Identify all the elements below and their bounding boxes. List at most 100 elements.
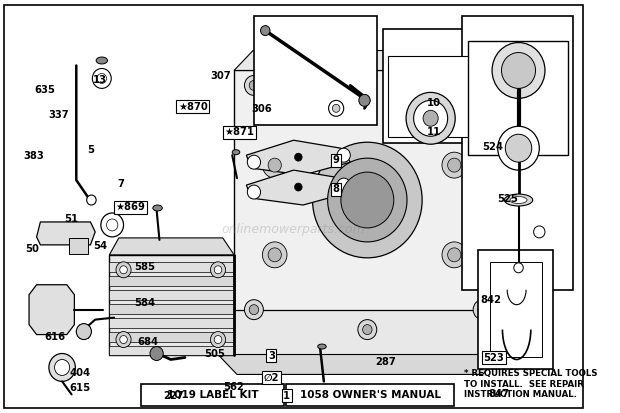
Circle shape <box>249 81 259 90</box>
Circle shape <box>448 248 461 262</box>
Text: 525: 525 <box>497 194 518 204</box>
Bar <box>478 250 554 370</box>
Ellipse shape <box>153 205 162 211</box>
Ellipse shape <box>232 150 240 155</box>
Circle shape <box>424 85 451 113</box>
Text: 5: 5 <box>87 145 94 155</box>
Text: 8: 8 <box>332 184 339 194</box>
Circle shape <box>327 158 407 242</box>
Polygon shape <box>109 318 234 328</box>
Circle shape <box>268 248 281 262</box>
Circle shape <box>337 178 350 192</box>
Text: 287: 287 <box>376 357 396 367</box>
Text: 615: 615 <box>70 382 91 393</box>
Circle shape <box>505 134 532 162</box>
Text: 404: 404 <box>70 368 91 378</box>
Circle shape <box>107 219 118 231</box>
Circle shape <box>92 69 111 88</box>
Circle shape <box>55 359 69 375</box>
Text: ★871: ★871 <box>224 127 255 138</box>
Circle shape <box>600 347 608 356</box>
Circle shape <box>498 126 539 170</box>
Circle shape <box>478 305 487 315</box>
Polygon shape <box>109 276 234 286</box>
Circle shape <box>406 93 455 144</box>
Text: ∅2: ∅2 <box>264 373 279 383</box>
Circle shape <box>262 152 287 178</box>
Polygon shape <box>109 290 234 300</box>
Circle shape <box>260 26 270 36</box>
Circle shape <box>502 52 536 88</box>
Text: 584: 584 <box>135 298 156 308</box>
Polygon shape <box>246 170 350 205</box>
Text: 9: 9 <box>332 155 339 165</box>
Circle shape <box>337 148 350 162</box>
Text: ★870: ★870 <box>178 102 208 112</box>
Circle shape <box>120 266 127 274</box>
Circle shape <box>247 155 260 169</box>
Bar <box>254 16 377 125</box>
Bar <box>141 385 284 406</box>
Circle shape <box>358 320 377 339</box>
Circle shape <box>262 242 287 268</box>
Circle shape <box>116 332 131 347</box>
Text: 54: 54 <box>93 241 107 251</box>
Ellipse shape <box>96 57 107 64</box>
Text: 585: 585 <box>135 262 155 273</box>
Text: 635: 635 <box>35 85 56 95</box>
Text: ★869: ★869 <box>116 202 146 212</box>
Circle shape <box>492 43 545 98</box>
Bar <box>462 16 574 290</box>
Circle shape <box>249 305 259 315</box>
Text: 842: 842 <box>480 294 501 304</box>
Circle shape <box>247 185 260 199</box>
Circle shape <box>507 266 530 290</box>
Circle shape <box>116 262 131 278</box>
Circle shape <box>513 272 524 284</box>
Polygon shape <box>109 255 234 354</box>
Text: 847: 847 <box>488 389 509 399</box>
Circle shape <box>442 152 466 178</box>
Circle shape <box>332 104 340 112</box>
Text: 50: 50 <box>25 244 39 254</box>
Circle shape <box>215 266 222 274</box>
Text: 1: 1 <box>283 391 290 401</box>
Circle shape <box>359 95 370 106</box>
Polygon shape <box>234 71 502 339</box>
Circle shape <box>210 332 226 347</box>
Text: 616: 616 <box>45 332 66 342</box>
Circle shape <box>363 71 372 81</box>
Ellipse shape <box>317 344 326 349</box>
Bar <box>388 55 473 137</box>
Text: 7: 7 <box>118 179 125 189</box>
Text: * REQUIRES SPECIAL TOOLS
TO INSTALL.  SEE REPAIR
INSTRUCTION MANUAL.: * REQUIRES SPECIAL TOOLS TO INSTALL. SEE… <box>464 370 597 399</box>
Circle shape <box>363 325 372 335</box>
Text: 51: 51 <box>64 214 78 224</box>
Circle shape <box>215 336 222 344</box>
Circle shape <box>442 242 466 268</box>
Circle shape <box>514 263 523 273</box>
Circle shape <box>448 158 461 172</box>
Text: 383: 383 <box>23 151 43 161</box>
Text: 3: 3 <box>268 351 275 361</box>
Text: 1058 OWNER'S MANUAL: 1058 OWNER'S MANUAL <box>299 390 441 400</box>
Polygon shape <box>218 354 502 375</box>
Polygon shape <box>109 304 234 313</box>
Text: 562: 562 <box>223 382 244 392</box>
Circle shape <box>87 195 96 205</box>
Circle shape <box>473 76 492 95</box>
Polygon shape <box>482 50 502 339</box>
Text: 11: 11 <box>427 127 441 137</box>
Polygon shape <box>246 140 350 175</box>
Polygon shape <box>109 238 234 255</box>
Circle shape <box>473 300 492 320</box>
Bar <box>407 72 487 127</box>
Circle shape <box>76 324 91 339</box>
Polygon shape <box>218 310 502 354</box>
Circle shape <box>478 81 487 90</box>
Bar <box>469 40 568 155</box>
Text: onlinemowerparts.com: onlinemowerparts.com <box>222 223 365 236</box>
Text: 227: 227 <box>164 391 184 401</box>
Ellipse shape <box>601 54 608 59</box>
Polygon shape <box>29 285 74 335</box>
